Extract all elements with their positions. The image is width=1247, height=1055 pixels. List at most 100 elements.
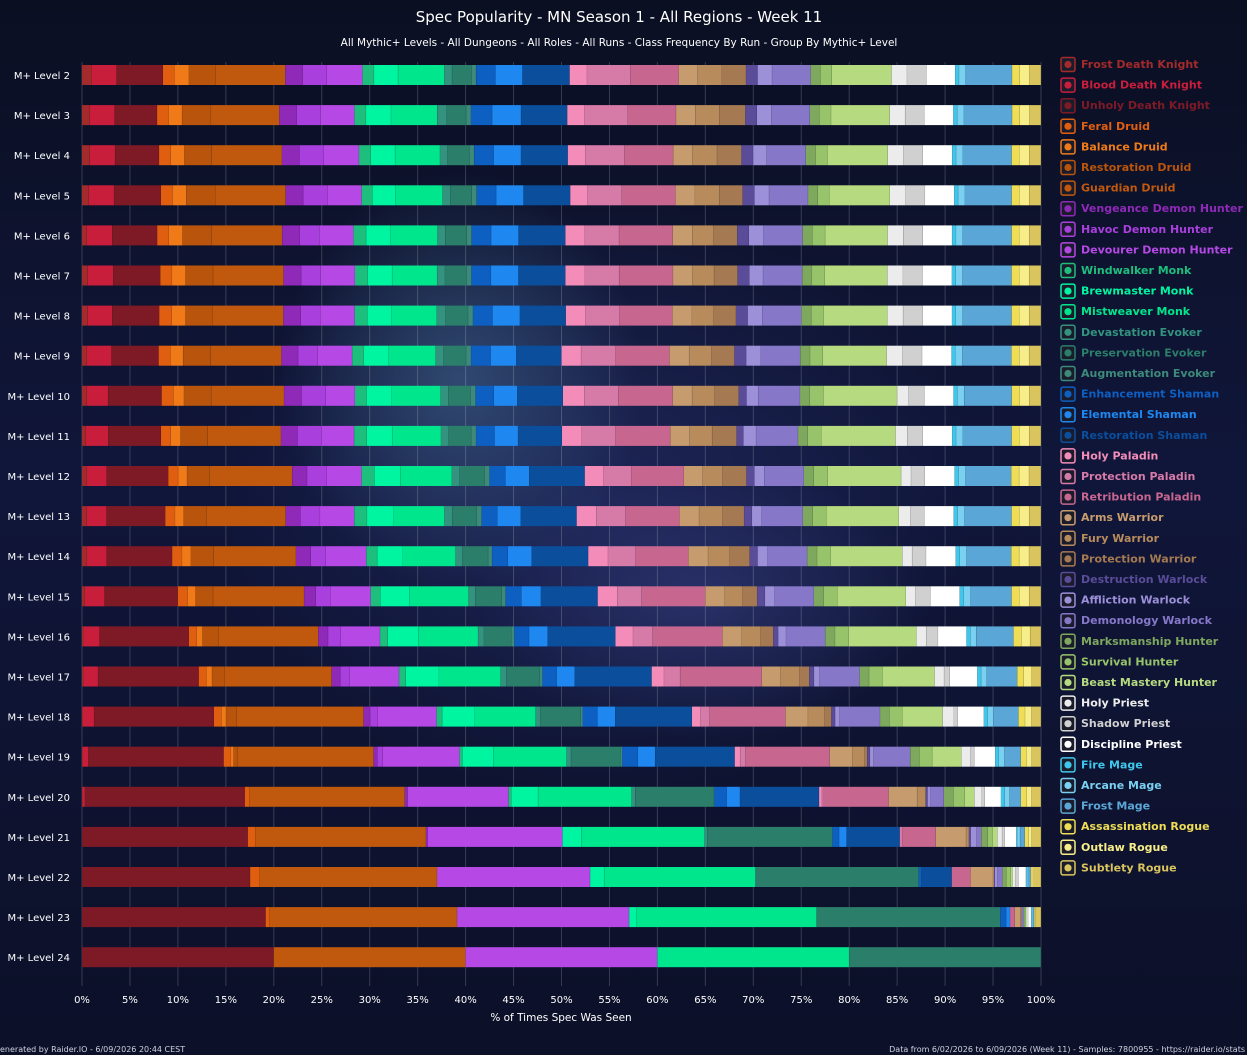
bar-segment <box>998 746 1005 767</box>
bar-segment <box>816 907 1001 928</box>
spec-icon-glyph <box>1064 699 1072 707</box>
bar-segment <box>839 706 881 727</box>
bar-segment <box>565 305 586 326</box>
y-category-label: M+ Level 18 <box>8 713 71 724</box>
bar-segment <box>619 265 674 286</box>
bar-segment <box>82 947 274 968</box>
bar-segment <box>624 145 674 166</box>
bar-segment <box>405 666 440 687</box>
bar-segment <box>1026 786 1032 807</box>
bar-segment <box>1012 65 1020 85</box>
bar-segment <box>250 867 260 887</box>
bar-segment <box>974 746 996 767</box>
bar-segment <box>172 265 186 286</box>
bar-segment <box>622 746 638 767</box>
bar-segment <box>187 586 196 607</box>
x-tick-label: 20% <box>263 995 285 1006</box>
bar-segment <box>889 185 906 206</box>
bar-segment <box>207 425 282 446</box>
bar-segment <box>178 466 188 486</box>
bar-segment <box>1031 867 1033 887</box>
bar-segment <box>1011 265 1020 286</box>
bar-segment <box>760 626 774 647</box>
bar-segment <box>1027 867 1031 887</box>
bar-segment <box>749 225 764 246</box>
x-tick-label: 90% <box>934 995 956 1006</box>
bar-segment <box>704 826 708 847</box>
spec-icon-glyph <box>1064 823 1072 831</box>
bar-segment <box>1012 105 1020 126</box>
bar-segment <box>112 225 158 246</box>
bar-segment <box>522 65 570 85</box>
bar-segment <box>213 586 305 607</box>
bar-segment <box>523 185 571 206</box>
legend-item: Devourer Demon Hunter <box>1060 242 1233 258</box>
bar-segment <box>388 345 436 366</box>
legend-label: Outlaw Rogue <box>1081 841 1168 854</box>
bar-segment <box>470 385 476 406</box>
bar-segment <box>82 225 87 246</box>
bar-segment <box>302 65 327 85</box>
bar-segment <box>1019 466 1030 486</box>
bar-segment <box>1028 826 1032 847</box>
bar-segment <box>807 546 818 567</box>
y-category-label: M+ Level 17 <box>8 673 71 684</box>
bar-segment <box>702 466 723 486</box>
spec-icon-glyph <box>1064 390 1072 398</box>
bar-segment <box>392 265 438 286</box>
bar-segment <box>297 425 322 446</box>
bar-segment <box>719 105 746 126</box>
bar-segment <box>957 706 984 727</box>
bar-segment <box>393 506 445 527</box>
bar-segment <box>755 867 919 887</box>
bar-segment <box>516 345 562 366</box>
bar-segment <box>617 586 642 607</box>
bar-segment <box>757 586 766 607</box>
bar-segment <box>835 626 849 647</box>
bar-segment <box>184 385 212 406</box>
bar-segment <box>466 105 471 126</box>
legend-label: Mistweaver Monk <box>1081 305 1191 318</box>
bar-segment <box>561 425 582 446</box>
bar-segment <box>86 345 112 366</box>
bar-segment <box>511 786 539 807</box>
bar-segment <box>556 666 575 687</box>
bar-segment <box>778 626 787 647</box>
bar-segment <box>206 506 286 527</box>
bar-segment <box>821 786 823 807</box>
bar-segment <box>427 826 563 847</box>
bar-segment <box>182 225 212 246</box>
bar-segment <box>494 425 519 446</box>
bar-segment <box>708 546 730 567</box>
bar-segment <box>185 265 214 286</box>
legend-item: Arcane Mage <box>1060 777 1162 794</box>
legend-item: Restoration Druid <box>1060 159 1191 176</box>
bar-segment <box>168 466 179 486</box>
bar-segment <box>1023 666 1032 687</box>
bar-segment <box>597 706 616 727</box>
legend-item: Devastation Evoker <box>1060 324 1202 341</box>
bar-segment <box>1006 907 1011 928</box>
bar-segment <box>1019 305 1030 326</box>
y-category-label: M+ Level 15 <box>8 592 71 603</box>
legend-item: Augmentation Evoker <box>1060 365 1216 382</box>
legend-label: Frost Mage <box>1081 800 1150 813</box>
bar-segment <box>737 265 750 286</box>
bar-segment <box>680 666 762 687</box>
bar-segment <box>1029 265 1041 286</box>
bar-segment <box>165 506 176 527</box>
bar-segment <box>382 746 460 767</box>
bar-segment <box>746 345 761 366</box>
bar-segment <box>206 666 213 687</box>
bar-segment <box>409 586 469 607</box>
bar-segment <box>212 305 284 326</box>
bar-segment <box>84 786 245 807</box>
legend-label: Frost Death Knight <box>1081 58 1198 71</box>
bar-segment <box>902 546 913 567</box>
bar-segment <box>85 425 109 446</box>
bar-segment <box>188 626 197 647</box>
bar-segment <box>298 345 318 366</box>
bar-segment <box>743 425 757 446</box>
bar-segment <box>944 666 950 687</box>
bar-segment <box>489 466 506 486</box>
